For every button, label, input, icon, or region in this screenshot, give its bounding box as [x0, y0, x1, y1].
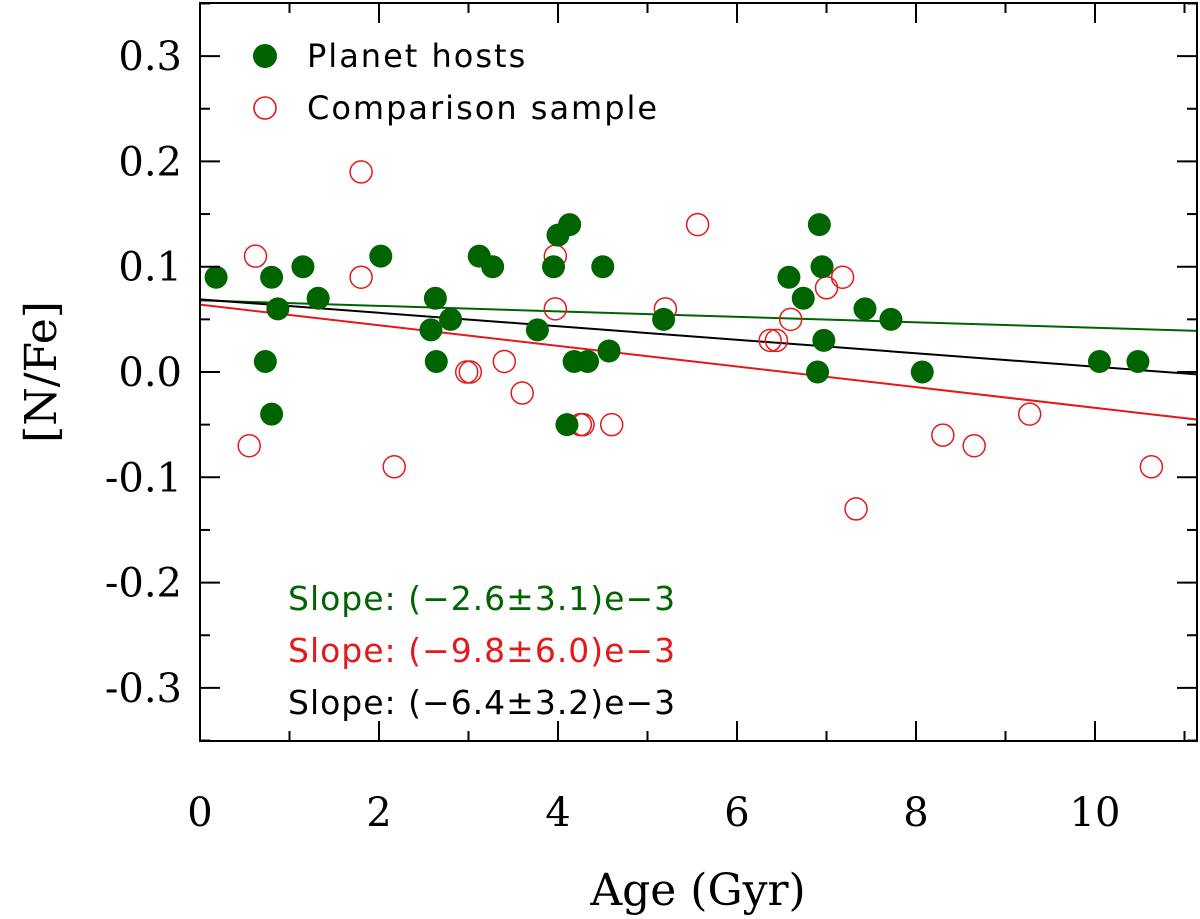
planet-host-point	[807, 213, 831, 237]
comparison-point	[237, 433, 261, 458]
comparison-point	[243, 244, 268, 268]
planet-host-point	[266, 297, 290, 321]
y-tick-label: -0.2	[105, 561, 182, 607]
planet-host-point	[369, 244, 393, 268]
comparison-point	[599, 412, 624, 437]
legend-label-comparison-sample: Comparison sample	[307, 89, 659, 127]
x-axis-title: Age (Gyr)	[589, 865, 805, 916]
legend-label-planet-hosts: Planet hosts	[307, 37, 527, 75]
planet-host-point	[810, 255, 834, 279]
y-tick-label: 0.0	[118, 350, 182, 396]
comparison-point	[844, 497, 868, 521]
planet-host-points	[204, 213, 1150, 437]
fit-lines	[200, 298, 1197, 421]
comparison-point	[931, 423, 955, 447]
comparison-point	[510, 381, 534, 405]
y-tick-label: -0.3	[105, 666, 182, 712]
comparison-point	[778, 307, 803, 332]
comparison-sample-points	[237, 160, 1164, 521]
planet-host-point	[291, 255, 315, 279]
planet-host-point	[439, 307, 463, 331]
legend: Planet hosts Comparison sample	[253, 37, 659, 127]
planet-host-point	[260, 265, 284, 289]
planet-host-point	[806, 360, 830, 384]
y-tick-label: 0.2	[118, 139, 182, 185]
planet-host-point	[204, 265, 228, 289]
y-tick-label: 0.3	[118, 34, 182, 80]
comparison-point	[349, 265, 373, 289]
legend-marker-planet-hosts	[253, 44, 277, 68]
comparison-point	[492, 349, 517, 374]
fit-line-comparison	[200, 303, 1197, 421]
comparison-point	[685, 212, 710, 237]
planet-host-point	[1087, 349, 1111, 373]
planet-host-point	[558, 213, 582, 237]
comparison-point	[1139, 455, 1164, 479]
planet-host-point	[419, 318, 443, 342]
planet-host-point	[481, 255, 505, 279]
comparison-point	[830, 265, 855, 289]
x-tick-label: 10	[1070, 790, 1121, 836]
planet-host-point	[260, 402, 284, 426]
planet-host-point	[1126, 349, 1150, 373]
planet-host-point	[591, 255, 615, 279]
planet-host-point	[777, 265, 801, 289]
fit-line-planet-hosts	[200, 299, 1197, 332]
planet-host-point	[576, 349, 600, 373]
y-tick-label: 0.1	[118, 245, 182, 291]
slope-annotation-combined: Slope: (−6.4±3.2)e−3	[288, 683, 676, 722]
x-tick-label: 6	[724, 790, 749, 836]
axis-ticks	[200, 2, 1197, 742]
x-tick-label: 4	[545, 790, 570, 836]
comparison-point	[349, 160, 373, 184]
planet-host-point	[597, 339, 621, 363]
comparison-point	[543, 297, 568, 321]
planet-host-point	[910, 360, 934, 384]
planet-host-point	[424, 349, 448, 373]
comparison-point	[962, 433, 986, 458]
planet-host-point	[791, 286, 815, 310]
planet-host-point	[879, 307, 903, 331]
comparison-point	[1017, 402, 1042, 426]
x-tick-label: 8	[903, 790, 928, 836]
slope-annotations: Slope: (−2.6±3.1)e−3 Slope: (−9.8±6.0)e−…	[288, 579, 676, 722]
planet-host-point	[525, 318, 549, 342]
comparison-point	[764, 328, 789, 353]
y-tick-labels: -0.3 -0.2 -0.1 0.0 0.1 0.2 0.3	[105, 34, 182, 712]
planet-host-point	[812, 328, 836, 352]
planet-host-point	[253, 349, 277, 373]
comparison-point	[458, 360, 483, 384]
planet-host-point	[542, 255, 566, 279]
comparison-point	[382, 455, 406, 479]
comparison-point	[814, 276, 839, 300]
slope-annotation-comparison: Slope: (−9.8±6.0)e−3	[288, 631, 676, 670]
planet-host-point	[555, 413, 579, 437]
fit-line-combined	[200, 298, 1197, 376]
planet-host-point	[853, 297, 877, 321]
slope-annotation-planet-hosts: Slope: (−2.6±3.1)e−3	[288, 579, 676, 618]
planet-host-point	[652, 307, 676, 331]
x-tick-label: 0	[187, 790, 212, 836]
planet-host-point	[306, 286, 330, 310]
y-axis-title: [N/Fe]	[16, 301, 67, 443]
y-tick-label: -0.1	[105, 455, 182, 501]
x-tick-labels: 0 2 4 6 8 10	[187, 790, 1120, 836]
legend-marker-comparison-sample	[253, 96, 277, 120]
x-tick-label: 2	[366, 790, 391, 836]
planet-host-point	[423, 286, 447, 310]
comparison-point	[758, 328, 782, 353]
